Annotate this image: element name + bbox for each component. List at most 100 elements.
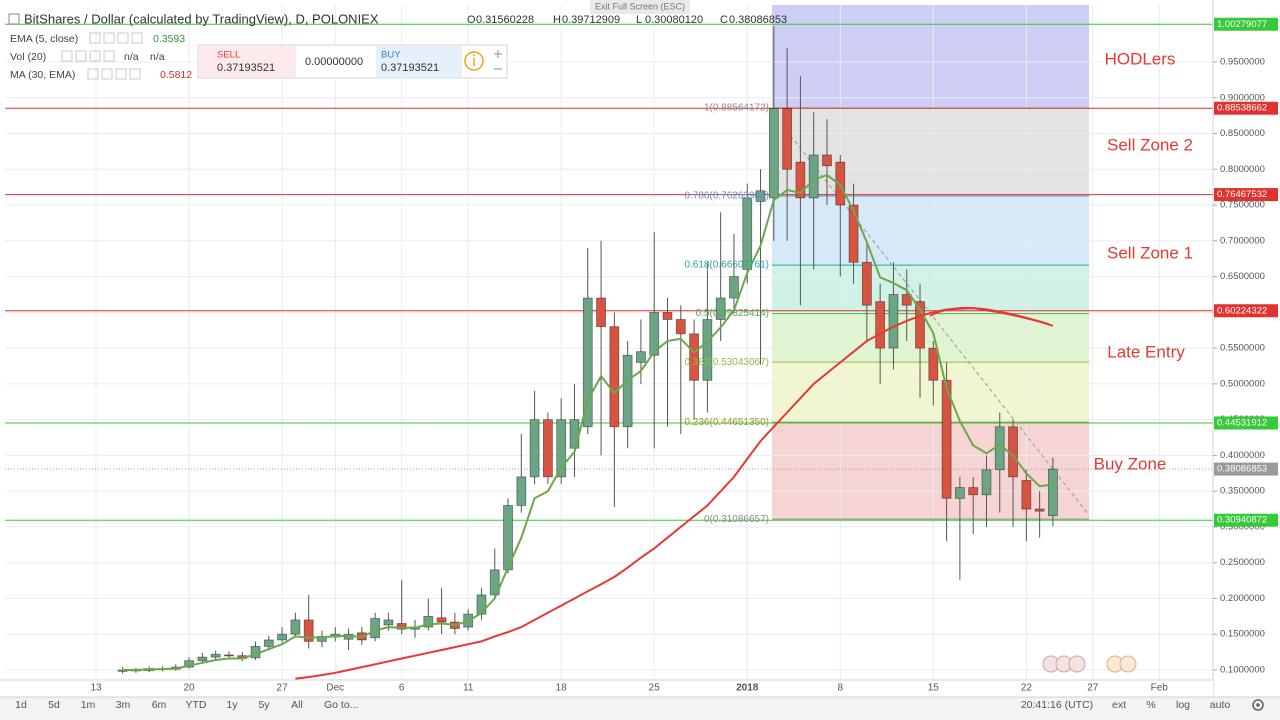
price-line-label-bg xyxy=(1214,101,1278,115)
price-line-label: 0.88538662 xyxy=(1217,103,1267,114)
event-icons xyxy=(1042,655,1137,673)
candle-body xyxy=(423,615,434,628)
collapse-icon[interactable] xyxy=(8,13,20,25)
range-button[interactable]: 5d xyxy=(48,699,60,711)
y-tick-label: 0.7500000 xyxy=(1220,200,1265,211)
price-line-label-bg xyxy=(1214,188,1278,202)
candle-body xyxy=(715,297,726,320)
price-line-label-bg xyxy=(1214,513,1278,527)
candle-body xyxy=(675,319,686,335)
ohlc-value: 0.39712909 xyxy=(562,14,620,26)
x-tick-label: 2018 xyxy=(736,683,759,694)
event-icon[interactable] xyxy=(1068,655,1086,673)
zone-annotation: Buy Zone xyxy=(1094,454,1167,473)
x-tick-label: 11 xyxy=(463,683,474,694)
range-button[interactable]: 6m xyxy=(152,699,167,711)
y-tick-label: 0.1500000 xyxy=(1220,629,1265,640)
fib-band xyxy=(772,265,1089,314)
candle-body xyxy=(303,619,314,642)
candle-body xyxy=(396,623,407,630)
option-button[interactable]: log xyxy=(1176,699,1190,711)
legend-name[interactable]: Vol (20) xyxy=(10,51,46,63)
x-tick-label: 27 xyxy=(277,683,289,694)
legend-icons xyxy=(61,32,143,80)
ohlc-value: 0.38086853 xyxy=(729,14,787,26)
horizontal-lines xyxy=(5,23,1213,521)
range-button[interactable]: 3m xyxy=(116,699,131,711)
price-line-label-bg xyxy=(1214,416,1278,430)
x-tick-label: 22 xyxy=(1021,683,1033,694)
fib-band xyxy=(772,196,1089,266)
candle-body xyxy=(556,419,567,478)
candle-body xyxy=(848,204,859,263)
trend-line xyxy=(785,129,1090,516)
candle-body xyxy=(210,653,221,658)
candle-body xyxy=(516,476,527,506)
clock: 20:41:16 (UTC) xyxy=(1021,699,1093,711)
sell-price: 0.37193521 xyxy=(217,62,275,74)
settings-icon[interactable] xyxy=(1252,699,1264,711)
plot-area: 1(0.88564172) 0.786(0.76263984) 0.618(0.66… xyxy=(5,5,1213,680)
candles xyxy=(117,26,1058,674)
legend-name[interactable]: EMA (5, close) xyxy=(10,33,78,45)
candle-body xyxy=(649,311,660,356)
buy-label: BUY xyxy=(381,50,401,61)
buy-button[interactable] xyxy=(376,46,462,77)
zone-annotation: Sell Zone 1 xyxy=(1107,243,1193,262)
legend-value: 0.5812 xyxy=(160,69,192,81)
legend-value: 0.3593 xyxy=(153,33,185,45)
fullscreen-hint[interactable]: Exit Full Screen (ESC) xyxy=(595,1,685,11)
candle-body xyxy=(277,633,288,641)
indicator-line xyxy=(122,173,1054,671)
price-line-label: 0.44531912 xyxy=(1217,418,1267,429)
candle-body xyxy=(954,487,965,499)
candle-body xyxy=(689,333,699,381)
x-tick-label: 6 xyxy=(399,683,405,694)
legend-value: n/a xyxy=(150,51,165,63)
gear[interactable] xyxy=(1252,699,1264,711)
y-tick-label: 0.5500000 xyxy=(1220,343,1265,354)
candle-body xyxy=(609,326,620,428)
candle-body xyxy=(290,619,301,635)
time-axis-bg xyxy=(0,680,1213,697)
fib-label: 0(0.31086657) xyxy=(704,514,769,525)
candle-body xyxy=(1034,508,1045,512)
sell-button[interactable] xyxy=(199,46,296,77)
range-button[interactable]: 1y xyxy=(226,699,238,711)
range-button[interactable]: All xyxy=(291,699,303,711)
option-button[interactable]: ext xyxy=(1112,699,1126,711)
candle-body xyxy=(596,297,606,328)
event-icon[interactable] xyxy=(1119,655,1137,673)
fib-band xyxy=(772,5,1089,109)
fib-label: 0.618(0.66607761) xyxy=(684,260,769,271)
range-button[interactable]: 1d xyxy=(15,699,27,711)
y-tick-label: 0.5000000 xyxy=(1220,378,1265,389)
option-button[interactable]: % xyxy=(1146,699,1155,711)
gear-center xyxy=(1256,703,1260,707)
fib-bands xyxy=(772,5,1089,520)
candle-body xyxy=(782,108,793,170)
range-button[interactable]: YTD xyxy=(186,699,207,711)
y-tick-label: 0.4000000 xyxy=(1220,450,1265,461)
price-line-label: 0.76467532 xyxy=(1217,189,1267,200)
legend-name[interactable]: MA (30, EMA) xyxy=(10,69,75,81)
header: BitShares / Dollar (calculated by Tradin… xyxy=(8,0,787,26)
price-line-label: 1.00279077 xyxy=(1217,19,1267,30)
candle-body xyxy=(197,656,208,662)
y-tick-label: 0.1000000 xyxy=(1220,665,1265,676)
candle-body xyxy=(915,301,925,349)
option-button[interactable]: auto xyxy=(1210,699,1231,711)
range-button[interactable]: 5y xyxy=(258,699,270,711)
y-tick-label: 0.8000000 xyxy=(1220,164,1265,175)
candle-body xyxy=(941,379,952,499)
ohlc-label: O xyxy=(467,14,476,26)
info-icon[interactable] xyxy=(464,51,484,71)
candle-body xyxy=(622,354,633,428)
goto-button[interactable]: Go to... xyxy=(324,699,358,711)
legend-value: n/a xyxy=(124,51,139,63)
y-tick-label: 0.9500000 xyxy=(1220,57,1265,68)
range-button[interactable]: 1m xyxy=(81,699,96,711)
zone-annotation: Late Entry xyxy=(1107,342,1185,361)
